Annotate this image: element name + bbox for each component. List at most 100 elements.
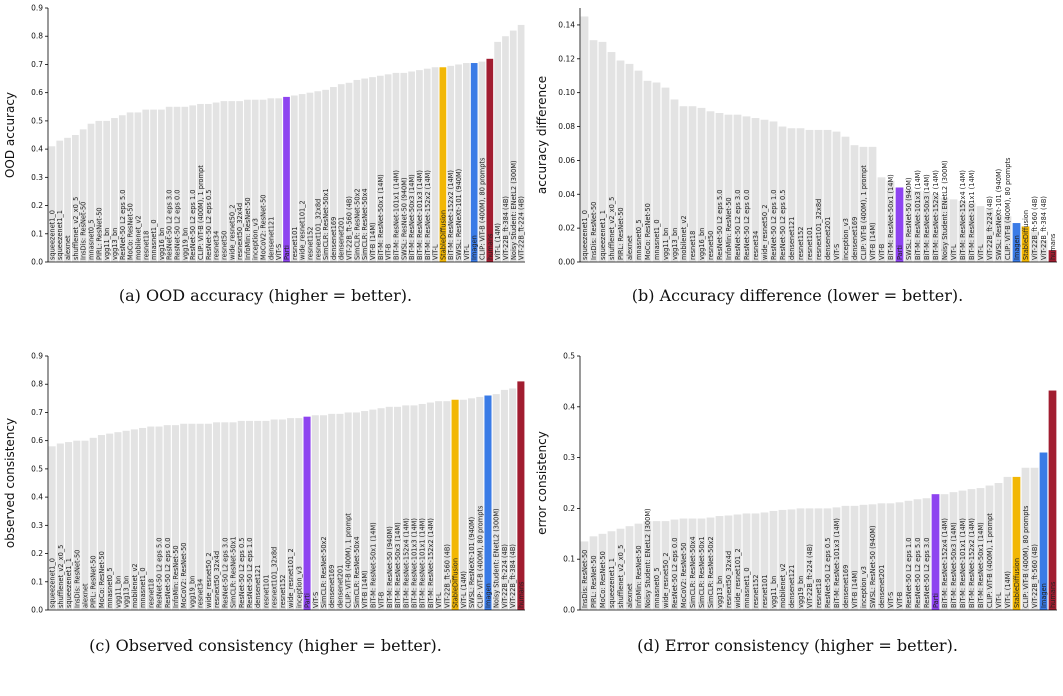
bar-label: densenet121 xyxy=(788,565,796,608)
bar-label: wide_resnet50_2 xyxy=(228,204,236,260)
bar xyxy=(468,398,476,610)
bar xyxy=(949,492,958,610)
bar-label: squeezenet1_0 xyxy=(49,558,57,608)
bar xyxy=(706,517,715,610)
bar xyxy=(270,419,278,610)
bar xyxy=(661,521,670,610)
bar-label: mnasnet1_0 xyxy=(743,567,751,608)
bar xyxy=(56,443,64,610)
bar xyxy=(976,206,985,262)
bar xyxy=(796,128,805,262)
bar-label: SimCLR: ResNet-50x1 xyxy=(322,188,330,260)
bar-label: resnet18 xyxy=(142,231,150,260)
chart-ood-accuracy: OOD accuracy squeezenet1_0 squeezenet1_1 al… xyxy=(3,4,526,267)
bar xyxy=(652,521,661,610)
bar xyxy=(679,518,688,610)
bar-label: squeezenet1_1 xyxy=(56,210,64,260)
bar-label: ViT-S xyxy=(312,592,320,608)
bar xyxy=(204,103,212,263)
bar xyxy=(814,508,823,610)
bar-label: PIRL: ResNet-50 xyxy=(617,207,625,260)
bar xyxy=(886,503,895,610)
bar-label: InfoMin: ResNet-50 xyxy=(725,197,733,260)
bar xyxy=(79,129,87,262)
bar-label: shufflenet_v2_x0_5 xyxy=(72,197,80,260)
y-axis-label: accuracy difference xyxy=(535,76,549,194)
bar xyxy=(850,505,859,610)
bar-label: ResNet-50 L2 eps 3.0 xyxy=(734,190,742,260)
bar-label: mobilenet_v2 xyxy=(131,563,139,608)
bar xyxy=(1003,216,1012,262)
bar-label: ViT-L (14M) xyxy=(1004,571,1012,608)
bar xyxy=(607,531,616,610)
bar xyxy=(976,488,985,610)
bar xyxy=(408,71,415,262)
bar xyxy=(87,123,95,263)
bar-label: InfoMin: ResNet-50 xyxy=(172,545,180,608)
bar-label: inception_v3 xyxy=(295,566,303,608)
y-axis-label: error consistency xyxy=(535,431,549,535)
bar-label: SimCLR: ResNet-50x2 xyxy=(707,536,715,608)
bar xyxy=(150,109,157,262)
bar xyxy=(616,60,625,262)
y-tick-label: 0.7 xyxy=(31,408,43,417)
bar xyxy=(598,41,607,263)
bar xyxy=(778,509,787,610)
bar xyxy=(72,135,79,262)
bar xyxy=(278,419,286,610)
bar-label: resnet50 xyxy=(707,231,715,260)
bar xyxy=(65,442,73,610)
bar xyxy=(254,420,262,610)
bar xyxy=(245,420,254,610)
bar xyxy=(328,413,336,610)
bar xyxy=(1030,231,1039,262)
bar-label: CLIP: ViT-B (400M), 80 prompts xyxy=(478,157,486,260)
bar-label: wide_resnet101_2 xyxy=(734,548,742,608)
bar xyxy=(661,87,670,262)
caption-ood-accuracy: (a) OOD accuracy (higher = better). xyxy=(118,286,413,305)
bar-label: humans xyxy=(1049,233,1057,260)
bar-label: InfoMin: ResNet-50 xyxy=(244,197,252,260)
panel-error-consistency: error consistency InsDis: ResNet-50 PIRL: … xyxy=(532,348,1063,660)
bar-label: resnet18 xyxy=(689,231,697,260)
bar-label: inception_v3 xyxy=(842,218,850,260)
bar-label: InsDis: ResNet-50 xyxy=(590,202,598,260)
bar-label: resnext101_32x8d xyxy=(271,547,279,608)
bar-label: vgg11_bn xyxy=(103,228,111,260)
bar xyxy=(502,36,509,262)
bar-label: ResNet-50 L2 eps 1.0 xyxy=(905,538,913,608)
bar-label: SimCLR: ResNet-50x2 xyxy=(353,188,361,260)
bar-label: vgg11_bn xyxy=(662,228,670,260)
bar-label: mnasnet0_5 xyxy=(106,567,114,608)
y-tick-label: 0.2 xyxy=(31,201,43,210)
bar xyxy=(237,420,245,610)
bar xyxy=(287,418,295,610)
bar-label: vgg16_bn xyxy=(698,228,706,260)
bar-label: alexnet xyxy=(626,235,634,260)
bar-label: alexnet xyxy=(626,583,634,608)
bar-label: BiT-M: ResNet-50x1 (14M) xyxy=(377,174,385,260)
bar-label: ResNet-50 L2 eps 0.5 xyxy=(779,190,787,260)
bar-label: ViT-B xyxy=(878,243,886,260)
bar xyxy=(733,514,742,610)
bar xyxy=(895,502,904,610)
bar xyxy=(715,112,724,263)
bar-label: BiT-M: ResNet-152x4 (14M) xyxy=(402,518,410,608)
bar-label: BiT-M: ResNet-152x2 (14M) xyxy=(932,170,940,260)
bar-label: vgg19_bn xyxy=(188,576,196,608)
y-tick-label: 0.2 xyxy=(31,549,43,558)
y-tick-label: 0.0 xyxy=(31,258,43,267)
bar-label: BiT-M: ResNet-101x3 (14M) xyxy=(410,518,418,608)
bar xyxy=(985,209,994,262)
bar xyxy=(805,129,814,262)
bar-label: ResNet-50 L2 eps 3.0 xyxy=(221,538,229,608)
bar xyxy=(787,128,796,262)
bar xyxy=(306,92,314,262)
bar-label: ViT-22B_ft-560 (4B) xyxy=(443,544,451,608)
bar-label: ResNet-50 L2 eps 3.0 xyxy=(166,190,174,260)
bar-label: mnasnet1_0 xyxy=(139,567,147,608)
bar xyxy=(509,388,517,610)
bar xyxy=(251,99,259,262)
bar xyxy=(155,426,163,610)
bar xyxy=(751,513,760,610)
